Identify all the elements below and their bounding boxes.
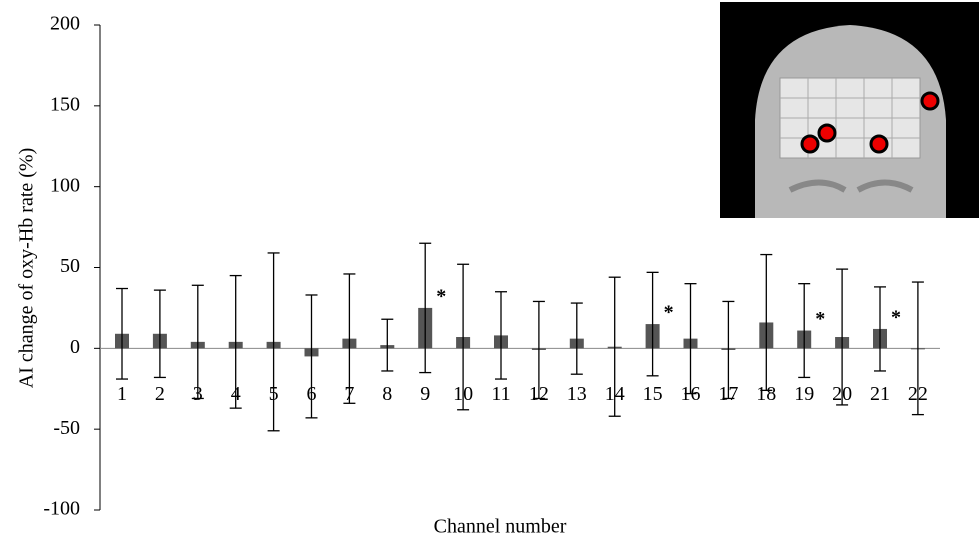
significance-marker: * bbox=[891, 307, 901, 329]
y-tick-label: -100 bbox=[43, 498, 80, 520]
x-tick-label: 8 bbox=[382, 383, 392, 405]
significance-marker: * bbox=[436, 286, 446, 308]
x-tick-label: 4 bbox=[231, 383, 241, 405]
x-tick-label: 13 bbox=[567, 383, 587, 405]
x-tick-label: 10 bbox=[453, 383, 473, 405]
x-tick-label: 2 bbox=[155, 383, 165, 405]
x-tick-label: 6 bbox=[307, 383, 317, 405]
chart: Channel number AI change of oxy-Hb rate … bbox=[0, 0, 979, 542]
significance-marker: * bbox=[815, 308, 825, 330]
inset-image bbox=[720, 2, 979, 218]
y-tick-label: 200 bbox=[50, 13, 80, 35]
x-tick-label: 19 bbox=[794, 383, 814, 405]
y-tick-label: 100 bbox=[50, 174, 80, 196]
x-tick-label: 18 bbox=[756, 383, 776, 405]
y-tick-label: 50 bbox=[60, 255, 80, 277]
x-tick-label: 16 bbox=[681, 383, 701, 405]
x-tick-label: 15 bbox=[643, 383, 663, 405]
x-tick-label: 7 bbox=[344, 383, 354, 405]
x-tick-label: 12 bbox=[529, 383, 549, 405]
x-tick-label: 5 bbox=[269, 383, 279, 405]
x-axis-label: Channel number bbox=[434, 516, 567, 538]
significance-marker: * bbox=[664, 302, 674, 324]
y-tick-label: -50 bbox=[53, 417, 80, 439]
x-tick-label: 22 bbox=[908, 383, 928, 405]
x-tick-label: 20 bbox=[832, 383, 852, 405]
y-tick-label: 0 bbox=[70, 336, 80, 358]
x-tick-label: 11 bbox=[491, 383, 510, 405]
x-tick-label: 21 bbox=[870, 383, 890, 405]
x-tick-label: 14 bbox=[605, 383, 625, 405]
x-tick-label: 1 bbox=[117, 383, 127, 405]
y-tick-label: 150 bbox=[50, 93, 80, 115]
y-axis-label: AI change of oxy-Hb rate (%) bbox=[16, 148, 38, 388]
x-tick-label: 9 bbox=[420, 383, 430, 405]
x-tick-label: 17 bbox=[718, 383, 738, 405]
x-tick-label: 3 bbox=[193, 383, 203, 405]
